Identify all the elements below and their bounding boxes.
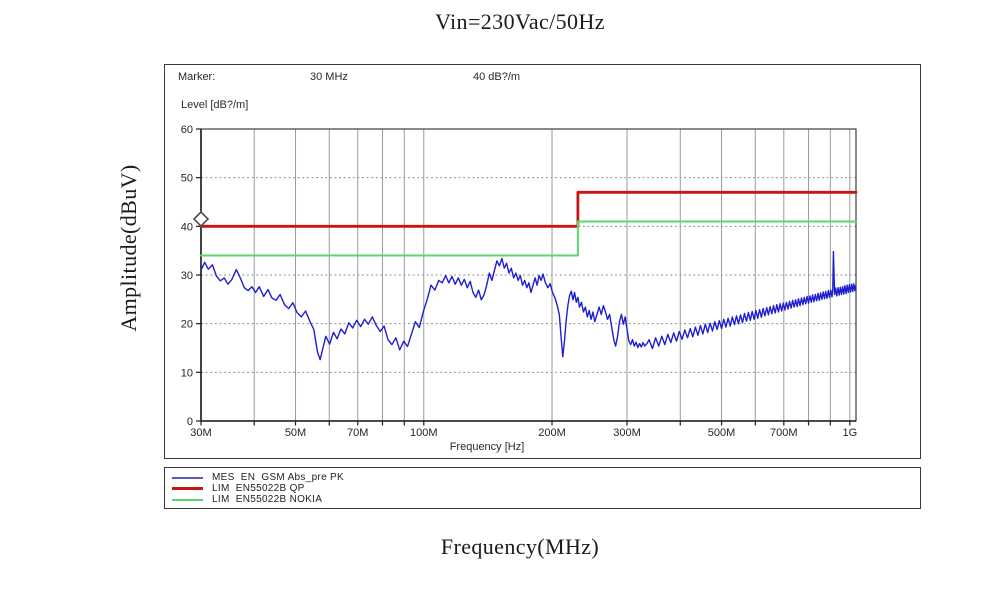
frequency-mhz-axis-label: Frequency(MHz) [440, 534, 600, 559]
level-axis-label: Level [dB?/m] [181, 99, 249, 111]
legend-item-measurement: MES EN GSM Abs_pre PK [172, 472, 920, 483]
marker-level-readout: 40 dB?/m [473, 71, 521, 83]
measurement-line-swatch [172, 476, 203, 479]
legend-item-nokia-limit: LIM EN55022B NOKIA [172, 494, 920, 505]
page-title: Vin=230Vac/50Hz [435, 9, 605, 34]
marker-frequency-readout: 30 MHz [310, 71, 348, 83]
legend-label-nokia-limit: LIM EN55022B NOKIA [212, 494, 323, 505]
frequency-axis-label: Frequency [Hz] [449, 441, 525, 453]
nokia-limit-line-swatch [172, 498, 203, 501]
legend-label-qp-limit: LIM EN55022B QP [212, 483, 305, 494]
legend-item-qp-limit: LIM EN55022B QP [172, 483, 920, 494]
marker-label: Marker: [178, 71, 216, 83]
plot-outer-box [164, 64, 921, 459]
qp-limit-line-swatch [172, 487, 203, 490]
amplitude-axis-label: Amplitude(dBuV) [116, 164, 141, 332]
legend-box: MES EN GSM Abs_pre PK LIM EN55022B QP LI… [164, 467, 921, 509]
legend-label-measurement: MES EN GSM Abs_pre PK [212, 472, 344, 483]
